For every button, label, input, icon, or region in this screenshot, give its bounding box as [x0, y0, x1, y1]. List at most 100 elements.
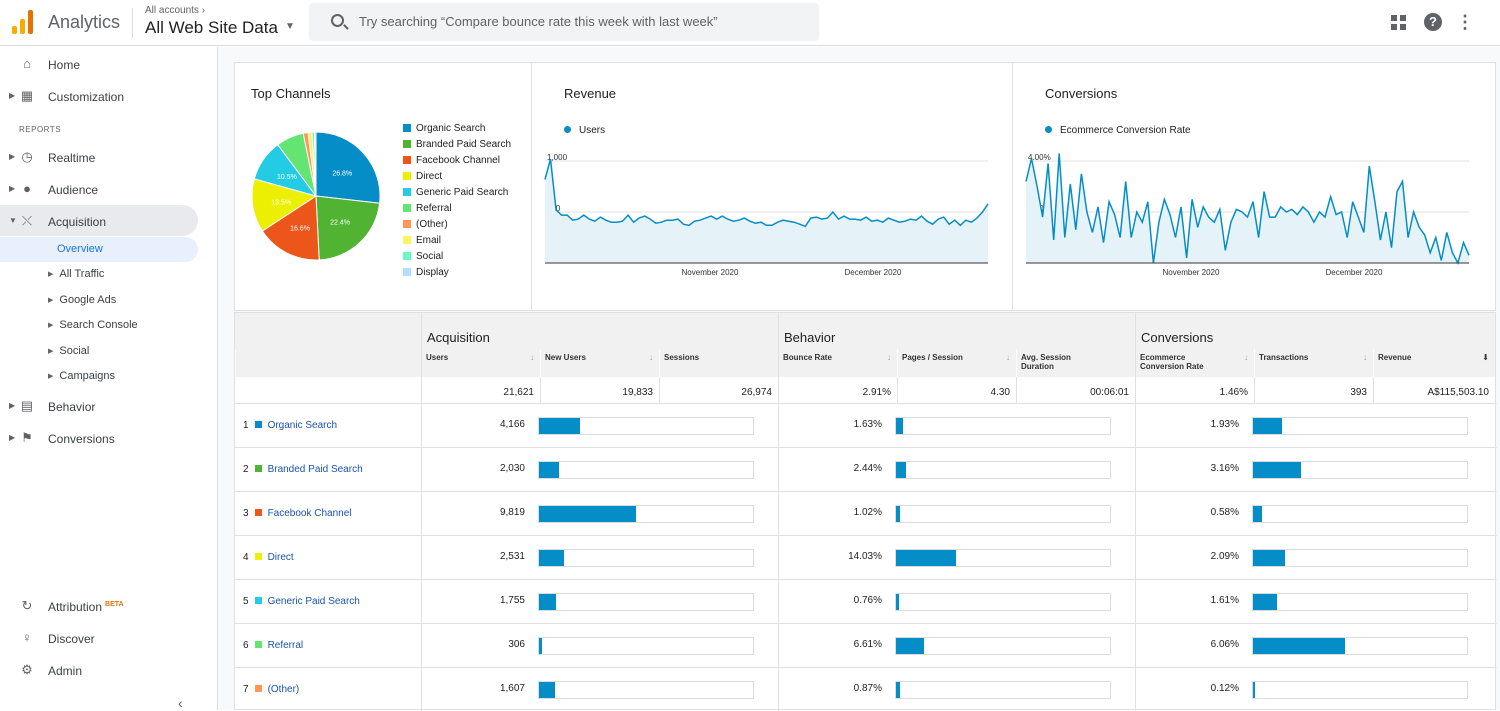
sidebar-item-home[interactable]: ⌂ Home [0, 49, 218, 79]
legend-swatch [403, 252, 411, 260]
sidebar-item-customization[interactable]: ▶ ▦ Customization [0, 81, 218, 111]
pie-slice[interactable] [261, 195, 320, 261]
cell-value: 3.16% [1210, 463, 1239, 474]
sidebar-item-audience[interactable]: ▶ ● Audience [0, 174, 218, 204]
channel-link[interactable]: Direct [267, 552, 294, 563]
area-fill [545, 159, 988, 263]
sidebar-item-acquisition[interactable]: ▼ ⤬ Acquisition [0, 206, 218, 236]
sidebar-item-all-traffic[interactable]: ▶ All Traffic [48, 268, 104, 280]
conversions-card-title: Conversions [1045, 86, 1118, 101]
x-tick-label: December 2020 [845, 268, 902, 277]
sort-arrow-icon[interactable]: ⬇ [1482, 353, 1489, 362]
analytics-logo-icon[interactable] [12, 10, 34, 34]
sidebar-item-admin[interactable]: ⚙ Admin [0, 655, 218, 685]
search-bar[interactable]: Try searching “Compare bounce rate this … [309, 3, 819, 41]
top-bar: Analytics All accounts › All Web Site Da… [0, 0, 1500, 46]
pie-slice[interactable] [315, 195, 381, 261]
help-icon[interactable]: ? [1424, 13, 1442, 31]
column-header[interactable]: Bounce Rate ↓ [778, 349, 897, 377]
pie-slice[interactable] [313, 131, 317, 197]
sort-arrow-icon[interactable]: ↓ [1006, 353, 1010, 362]
sort-arrow-icon[interactable]: ↓ [1363, 353, 1367, 362]
legend-label: Email [416, 235, 442, 246]
sort-arrow-icon[interactable]: ↓ [1244, 353, 1248, 362]
channel-link[interactable]: (Other) [267, 684, 300, 695]
column-header-label: New Users [545, 353, 586, 362]
app-name: Analytics [48, 12, 121, 32]
channel-link[interactable]: Organic Search [267, 420, 338, 431]
channel-link[interactable]: Facebook Channel [267, 508, 352, 519]
legend-item[interactable]: Email [403, 235, 441, 247]
column-header[interactable]: Pages / Session ↓ [897, 349, 1016, 377]
group-header-behavior: Behavior [778, 313, 1135, 349]
percentage-bar-fill [539, 550, 565, 566]
channel-link[interactable]: Referral [267, 640, 304, 651]
apps-icon[interactable] [1391, 15, 1406, 30]
cell-value: 2.44% [853, 463, 882, 474]
sort-arrow-icon[interactable]: ↓ [887, 353, 891, 362]
sidebar-item-behavior[interactable]: ▶ ▤ Behavior [0, 391, 218, 421]
channel-link[interactable]: Branded Paid Search [267, 464, 363, 475]
sidebar-item-campaigns[interactable]: ▶ Campaigns [48, 370, 115, 382]
legend-item[interactable]: Generic Paid Search [403, 187, 508, 199]
y-tick-label: 1,000 [547, 153, 568, 162]
attribution-icon: ↻ [21, 598, 33, 613]
table-corner-subheader [235, 349, 421, 377]
account-breadcrumb[interactable]: All accounts › [145, 5, 205, 16]
column-header[interactable]: Users ↓ [421, 349, 540, 377]
percentage-bar-fill [539, 638, 543, 654]
y-tick-label: 4.00% [1028, 153, 1051, 162]
legend-item[interactable]: Social [403, 251, 443, 263]
area-fill [1026, 153, 1469, 263]
sort-arrow-icon[interactable]: ↓ [530, 353, 534, 362]
caret-down-icon[interactable]: ▼ [285, 21, 295, 32]
sidebar-item-search-console[interactable]: ▶ Search Console [48, 319, 138, 331]
sidebar-item-label: Acquisition [48, 215, 107, 229]
legend-label: Generic Paid Search [416, 187, 509, 198]
series-line[interactable] [1025, 153, 1470, 266]
legend-item[interactable]: Direct [403, 171, 442, 183]
legend-item[interactable]: Organic Search [403, 123, 485, 135]
legend-item[interactable]: Display [403, 267, 449, 279]
column-header[interactable]: Revenue ⬇ [1373, 349, 1495, 377]
row-rank: 7 [243, 684, 249, 695]
sidebar-item-conversions[interactable]: ▶ ⚑ Conversions [0, 423, 218, 453]
legend-item[interactable]: Referral [403, 203, 452, 215]
sidebar-item-discover[interactable]: ♀ Discover [0, 623, 218, 653]
cell-value: 1,755 [499, 595, 525, 606]
column-header[interactable]: Sessions [659, 349, 778, 377]
search-input[interactable]: Try searching “Compare bounce rate this … [359, 14, 718, 29]
column-header[interactable]: Transactions ↓ [1254, 349, 1373, 377]
table-row: 2 Branded Paid Search 2,030 2.44% 3.16% [235, 447, 1497, 491]
more-vert-icon[interactable]: ⋮ [1456, 12, 1474, 32]
sidebar-item-google-ads[interactable]: ▶ Google Ads [48, 294, 116, 306]
column-header[interactable]: New Users ↓ [540, 349, 659, 377]
total-value: 00:06:01 [1016, 377, 1135, 403]
property-selector[interactable]: All Web Site Data [145, 18, 278, 37]
cell-value: 2,531 [499, 551, 525, 562]
column-header[interactable]: Ecommerce Conversion Rate ↓ [1135, 349, 1254, 377]
account-crumb-label: All accounts [145, 5, 199, 16]
channel-link[interactable]: Generic Paid Search [267, 596, 360, 607]
legend-item[interactable]: Branded Paid Search [403, 139, 511, 151]
percentage-bar-fill [1253, 594, 1278, 610]
series-line[interactable] [544, 158, 989, 228]
cell-value: 1,607 [499, 683, 525, 694]
sidebar-item-realtime[interactable]: ▶ ◷ Realtime [0, 142, 218, 172]
sidebar-item-overview[interactable]: Overview [57, 243, 103, 255]
top-channels-pie-chart[interactable]: 26.8% 22.4% 16.6% 13.5% 10.5% [251, 131, 381, 261]
collapse-sidebar-icon[interactable]: ‹ [178, 695, 183, 711]
sort-arrow-icon[interactable]: ↓ [649, 353, 653, 362]
legend-item[interactable]: Facebook Channel [403, 155, 500, 167]
sidebar-item-attribution[interactable]: ↻ Attribution BETA [0, 591, 218, 621]
total-value: 393 [1254, 377, 1373, 403]
sidebar-item-social[interactable]: ▶ Social [48, 345, 89, 357]
percentage-bar-fill [896, 682, 900, 698]
legend-item[interactable]: (Other) [403, 219, 448, 231]
pie-slice[interactable] [315, 131, 381, 204]
legend-swatch [403, 124, 411, 132]
column-header[interactable]: Avg. Session Duration [1016, 349, 1135, 377]
revenue-series-name: Users [579, 125, 606, 136]
